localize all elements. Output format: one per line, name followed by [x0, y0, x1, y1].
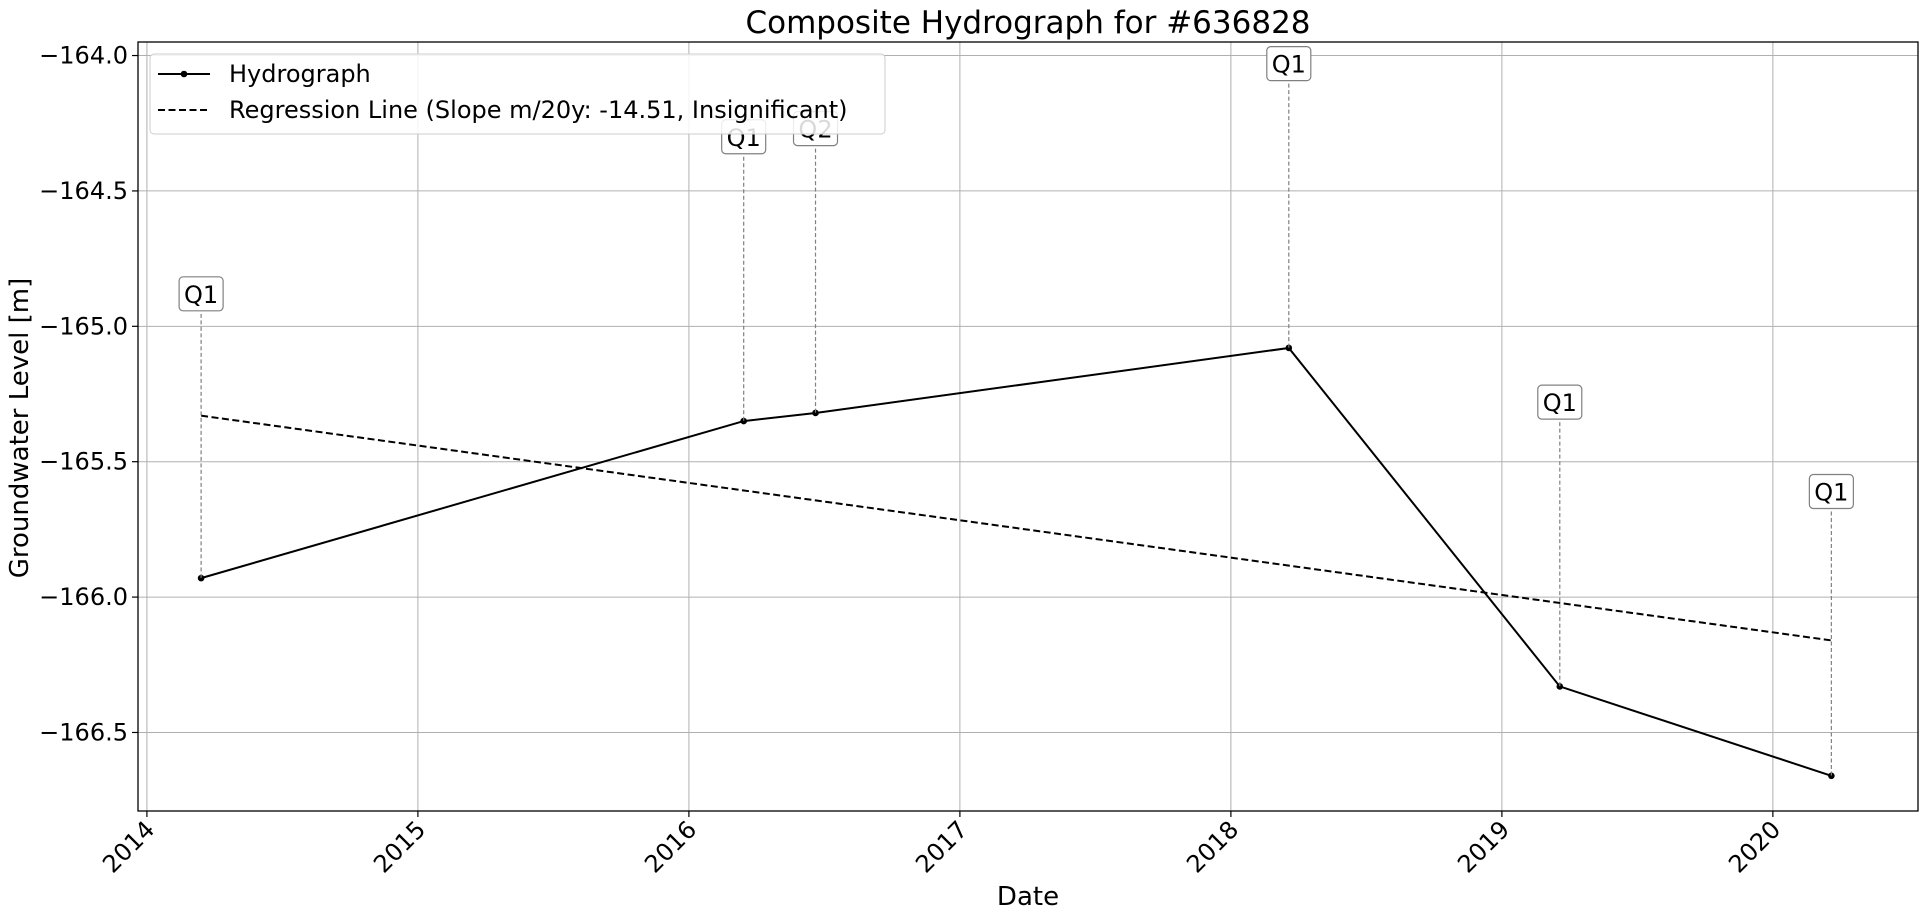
y-tick-label: −166.5	[39, 718, 128, 746]
hydrograph-point	[197, 574, 205, 582]
x-axis-title: Date	[997, 882, 1059, 912]
y-axis-title: Groundwater Level [m]	[5, 278, 35, 579]
hydrograph-point	[1285, 344, 1293, 352]
data-layer	[197, 344, 1835, 780]
legend: Hydrograph Regression Line (Slope m/20y:…	[149, 53, 886, 135]
x-tick-label: 2016	[639, 815, 702, 878]
y-tick-label: −164.5	[39, 177, 128, 205]
legend-regression-label: Regression Line (Slope m/20y: -14.51, In…	[229, 96, 848, 124]
y-tick-label: −164.0	[39, 42, 128, 70]
legend-box	[149, 53, 886, 135]
plot-area-frame	[137, 41, 1919, 812]
x-tick-label: 2014	[97, 815, 160, 878]
annotation-box	[178, 276, 224, 312]
x-tick-label: 2019	[1452, 815, 1515, 878]
hydrograph-point	[1556, 683, 1564, 690]
hydrograph-point	[1828, 772, 1835, 780]
x-tick-label: 2020	[1723, 815, 1786, 878]
annotation-box	[1808, 473, 1854, 510]
legend-hydrograph-marker	[180, 70, 188, 78]
regression-line	[200, 414, 1832, 642]
y-tick-label: −166.0	[39, 583, 128, 611]
annotation-label: Q1	[1543, 389, 1577, 417]
tick-layer: 2014 2015 2016 2017 2018 2019 2020 −164.0 −164.5…	[39, 42, 1786, 879]
annotation-label: Q1	[184, 281, 218, 309]
hydrograph-point	[740, 417, 747, 425]
x-tick-label: 2017	[910, 815, 973, 878]
hydrograph-line	[200, 346, 1832, 777]
annotation-label: Q1	[1814, 478, 1848, 506]
grid-layer	[138, 42, 1918, 811]
hydrograph-point	[812, 409, 819, 417]
annotation-label: Q1	[1272, 51, 1306, 79]
y-tick-label: −165.5	[39, 448, 128, 476]
annotation-box	[1266, 46, 1312, 82]
chart-title: Composite Hydrograph for #636828	[745, 5, 1310, 41]
y-tick-label: −165.0	[39, 312, 128, 340]
x-tick-label: 2015	[368, 815, 431, 878]
annotation-box	[1537, 384, 1583, 420]
legend-hydrograph-label: Hydrograph	[229, 60, 371, 88]
x-tick-label: 2018	[1181, 815, 1244, 878]
annotation-layer: Q1Q1Q2Q1Q1Q1	[178, 46, 1854, 776]
